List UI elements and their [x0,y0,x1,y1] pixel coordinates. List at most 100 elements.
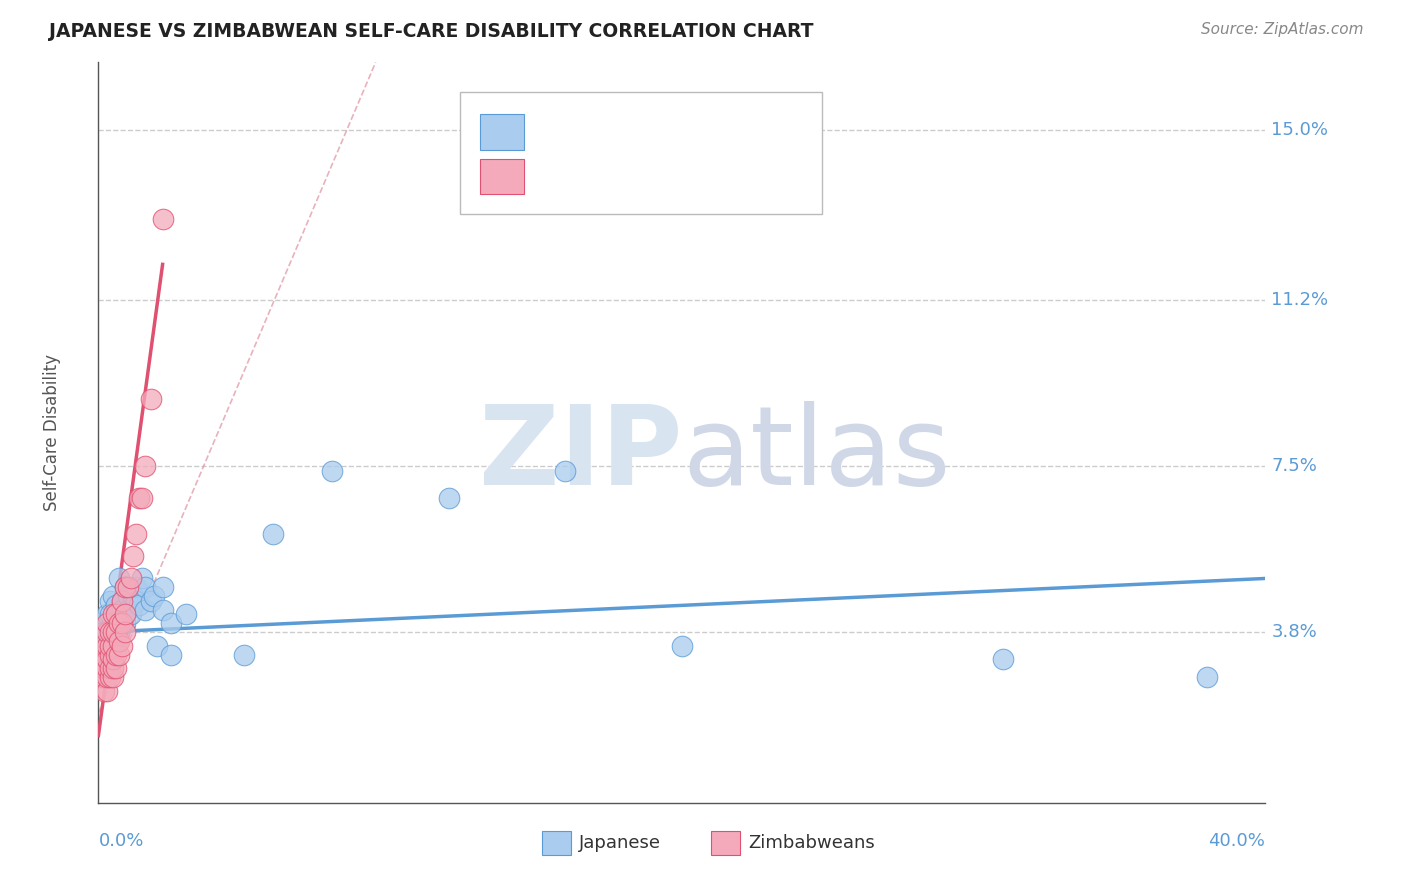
Point [114,581,136,595]
Point [160,616,183,631]
Point [101,652,124,666]
Point [146,639,169,653]
Point [101,625,124,640]
Point [125,594,148,608]
Point [96,670,118,684]
Point [122,590,145,604]
Point [108,616,131,631]
Point [101,625,124,640]
Point [114,581,136,595]
Text: ZIP: ZIP [478,401,682,508]
Text: 3.8%: 3.8% [1271,624,1317,641]
Point [101,590,124,604]
Point [98,670,121,684]
Point [90,661,112,675]
FancyBboxPatch shape [460,92,823,214]
Text: N =: N = [662,124,702,142]
Point [134,581,156,595]
Point [108,616,131,631]
Text: Source: ZipAtlas.com: Source: ZipAtlas.com [1201,22,1364,37]
Point [152,581,174,595]
Point [96,607,118,622]
FancyBboxPatch shape [479,114,524,150]
Point [991,652,1014,666]
Text: atlas: atlas [682,401,950,508]
Point [111,616,134,631]
Point [111,594,134,608]
Text: R =: R = [546,168,585,186]
Text: 40.0%: 40.0% [1209,832,1265,850]
Point [262,526,284,541]
Point [111,603,134,617]
Point [104,648,127,662]
Point [125,526,148,541]
Point [114,625,136,640]
Point [98,594,121,608]
Point [437,491,460,505]
Point [90,616,112,631]
Point [96,625,118,640]
Point [174,607,197,622]
FancyBboxPatch shape [541,831,571,855]
Point [108,648,131,662]
Point [93,648,115,662]
Point [101,661,124,675]
Point [111,594,134,608]
Point [96,625,118,640]
Point [120,571,142,585]
Point [93,670,115,684]
Point [96,616,118,631]
Point [96,661,118,675]
Point [139,594,162,608]
Text: 15.0%: 15.0% [1271,120,1329,139]
Point [117,590,139,604]
Point [152,212,174,227]
Text: Self-Care Disability: Self-Care Disability [42,354,60,511]
Point [90,652,112,666]
Text: Japanese: Japanese [579,834,661,852]
Point [98,661,121,675]
Point [101,670,124,684]
Point [98,625,121,640]
Point [98,607,121,622]
FancyBboxPatch shape [711,831,741,855]
Point [104,634,127,648]
Point [104,599,127,613]
Point [111,639,134,653]
Point [117,603,139,617]
Point [114,607,136,622]
Point [114,616,136,631]
Point [139,392,162,406]
Point [134,603,156,617]
Text: 43: 43 [709,124,734,142]
Point [233,648,256,662]
FancyBboxPatch shape [479,159,524,194]
Point [90,670,112,684]
Text: Zimbabweans: Zimbabweans [748,834,875,852]
Point [160,648,183,662]
Point [128,599,150,613]
Point [96,639,118,653]
Text: R =: R = [546,124,585,142]
Point [134,459,156,474]
Point [108,625,131,640]
Point [98,639,121,653]
Point [98,648,121,662]
Point [125,581,148,595]
Point [93,661,115,675]
Text: 0.689: 0.689 [592,168,650,186]
Point [142,590,165,604]
Text: 48: 48 [709,168,734,186]
Point [108,634,131,648]
Point [101,639,124,653]
Text: N =: N = [662,168,702,186]
Point [104,607,127,622]
Text: 0.0%: 0.0% [98,832,143,850]
Point [96,683,118,698]
Point [108,571,131,585]
Point [104,625,127,640]
Point [93,625,115,640]
Point [120,607,142,622]
Point [93,683,115,698]
Point [122,549,145,563]
